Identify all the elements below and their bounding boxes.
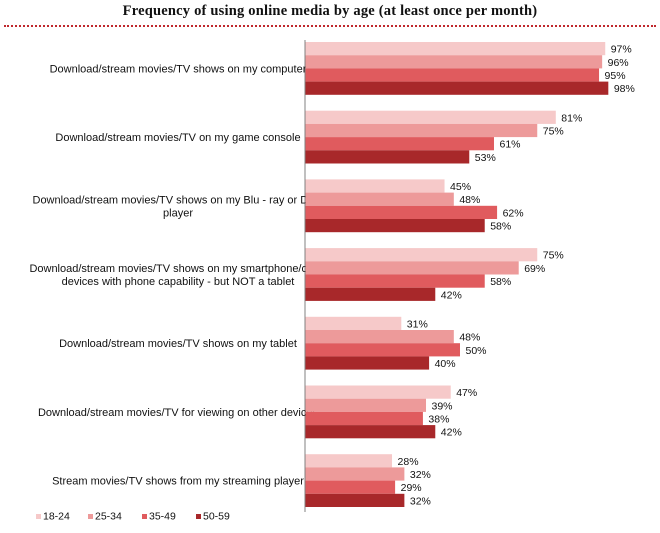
bar-35-49 bbox=[305, 274, 485, 288]
data-label: 31% bbox=[407, 318, 428, 330]
title-divider bbox=[4, 25, 656, 27]
data-label: 98% bbox=[614, 83, 635, 95]
data-label: 53% bbox=[475, 152, 496, 164]
bar-18-24 bbox=[305, 42, 606, 56]
data-label: 42% bbox=[441, 289, 462, 301]
bar-35-49 bbox=[305, 343, 460, 357]
bar-25-34 bbox=[305, 192, 454, 206]
data-label: 95% bbox=[605, 70, 626, 82]
bar-18-24 bbox=[305, 316, 402, 330]
bar-25-34 bbox=[305, 398, 427, 412]
bar-50-59 bbox=[305, 356, 430, 370]
data-label: 32% bbox=[410, 469, 431, 481]
data-label: 58% bbox=[490, 221, 511, 233]
category-label: devices with phone capability - but NOT … bbox=[62, 276, 295, 288]
category-label: Download/stream movies/TV shows on my co… bbox=[50, 63, 307, 75]
data-label: 62% bbox=[503, 207, 524, 219]
data-label: 40% bbox=[435, 358, 456, 370]
bar-50-59 bbox=[305, 493, 405, 507]
category-label: player bbox=[163, 207, 193, 219]
data-label: 39% bbox=[432, 400, 453, 412]
bar-50-59 bbox=[305, 425, 436, 439]
category-label: Download/stream movies/TV on my game con… bbox=[55, 132, 300, 144]
legend-label: 18-24 bbox=[43, 511, 70, 523]
bar-18-24 bbox=[305, 248, 538, 262]
chart-title: Frequency of using online media by age (… bbox=[122, 3, 538, 19]
data-label: 45% bbox=[450, 181, 471, 193]
data-label: 75% bbox=[543, 126, 564, 138]
bar-18-24 bbox=[305, 179, 445, 193]
legend-swatch-35-49 bbox=[142, 514, 147, 519]
data-label: 48% bbox=[459, 332, 480, 344]
category-label: Download/stream movies/TV for viewing on… bbox=[38, 407, 319, 419]
category-label: Download/stream movies/TV shows on my ta… bbox=[59, 338, 297, 350]
bar-25-34 bbox=[305, 123, 538, 138]
data-label: 38% bbox=[428, 414, 449, 426]
data-label: 28% bbox=[398, 456, 419, 468]
data-label: 81% bbox=[561, 112, 582, 124]
data-label: 69% bbox=[524, 263, 545, 275]
data-label: 42% bbox=[441, 427, 462, 439]
bar-35-49 bbox=[305, 205, 498, 219]
legend-swatch-18-24 bbox=[36, 514, 41, 519]
legend-swatch-50-59 bbox=[196, 514, 201, 519]
bar-25-34 bbox=[305, 467, 405, 481]
category-label: Download/stream movies/TV shows on my Bl… bbox=[33, 194, 324, 206]
category-label: Download/stream movies/TV shows on my sm… bbox=[29, 263, 326, 275]
bar-50-59 bbox=[305, 219, 485, 233]
legend: 18-24 25-34 35-49 50-59 bbox=[36, 511, 230, 523]
bar-25-34 bbox=[305, 330, 454, 344]
data-label: 47% bbox=[456, 387, 477, 399]
bar-18-24 bbox=[305, 110, 556, 124]
bar-18-24 bbox=[305, 385, 451, 399]
data-label: 97% bbox=[611, 44, 632, 56]
data-label: 75% bbox=[543, 250, 564, 262]
data-label: 96% bbox=[608, 57, 629, 69]
bar-35-49 bbox=[305, 411, 423, 426]
bar-50-59 bbox=[305, 81, 609, 95]
bar-25-34 bbox=[305, 55, 603, 69]
data-label: 58% bbox=[490, 276, 511, 288]
legend-swatch-25-34 bbox=[88, 514, 93, 519]
data-label: 32% bbox=[410, 495, 431, 507]
data-label: 48% bbox=[459, 194, 480, 206]
data-label: 29% bbox=[401, 482, 422, 494]
data-label: 50% bbox=[466, 345, 487, 357]
bar-35-49 bbox=[305, 480, 396, 494]
bar-50-59 bbox=[305, 150, 470, 164]
legend-label: 35-49 bbox=[149, 511, 176, 523]
bar-35-49 bbox=[305, 68, 600, 82]
data-label: 61% bbox=[499, 139, 520, 151]
legend-label: 25-34 bbox=[95, 511, 122, 523]
bar-18-24 bbox=[305, 454, 393, 468]
plot-area: Download/stream movies/TV shows on my co… bbox=[29, 40, 635, 512]
bar-35-49 bbox=[305, 137, 494, 151]
legend-label: 50-59 bbox=[203, 511, 230, 523]
bar-50-59 bbox=[305, 287, 436, 301]
category-label: Stream movies/TV shows from my streaming… bbox=[52, 476, 304, 488]
bar-25-34 bbox=[305, 261, 519, 275]
